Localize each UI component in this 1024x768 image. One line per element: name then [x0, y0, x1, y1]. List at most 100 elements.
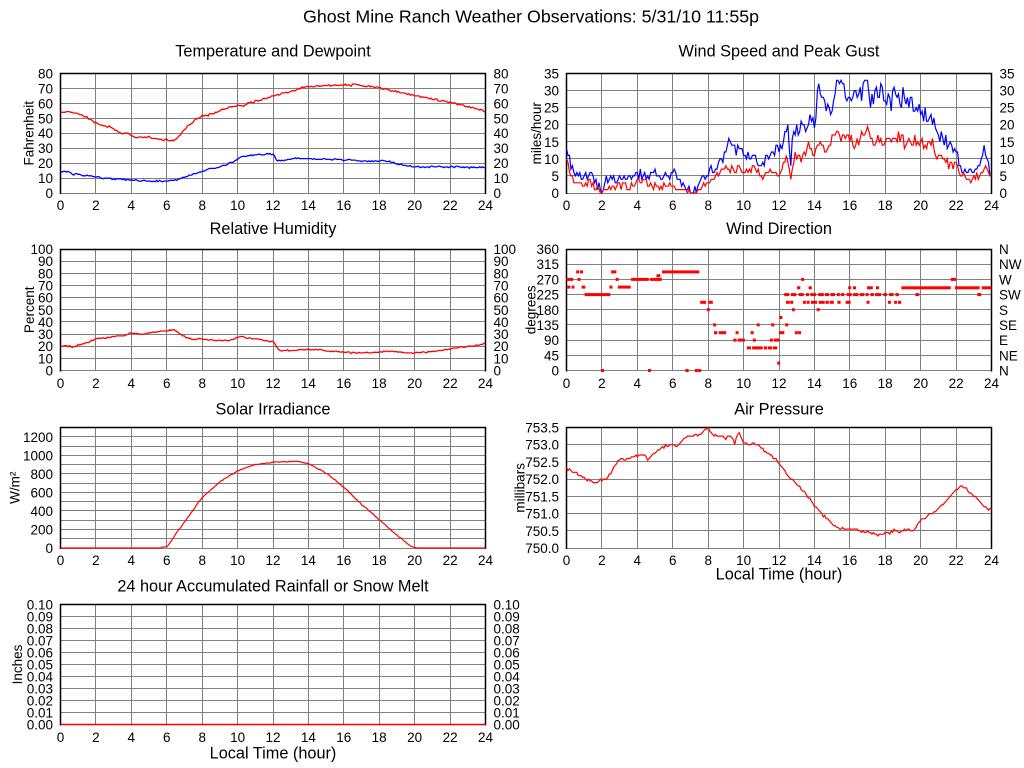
svg-text:Percent: Percent: [22, 286, 37, 333]
svg-text:degrees: degrees: [524, 285, 539, 334]
svg-text:0.04: 0.04: [27, 670, 54, 685]
svg-text:4: 4: [634, 198, 642, 213]
svg-text:80: 80: [494, 266, 509, 281]
svg-text:400: 400: [30, 504, 53, 519]
svg-text:8: 8: [198, 553, 206, 568]
svg-text:80: 80: [38, 266, 53, 281]
svg-text:22: 22: [443, 376, 458, 391]
svg-text:NW: NW: [999, 257, 1022, 272]
svg-text:30: 30: [38, 141, 53, 156]
svg-text:0.08: 0.08: [27, 622, 53, 637]
svg-text:90: 90: [38, 254, 53, 269]
svg-text:Fahrenheit: Fahrenheit: [22, 101, 37, 166]
svg-text:22: 22: [443, 730, 458, 745]
svg-text:0: 0: [563, 376, 571, 391]
svg-text:22: 22: [949, 198, 964, 213]
svg-text:20: 20: [407, 376, 422, 391]
svg-text:270: 270: [536, 272, 559, 287]
svg-text:18: 18: [372, 730, 387, 745]
svg-text:0: 0: [57, 376, 65, 391]
svg-text:24: 24: [478, 730, 494, 745]
svg-text:0.06: 0.06: [27, 646, 53, 661]
svg-text:10: 10: [736, 198, 751, 213]
svg-text:2: 2: [92, 198, 100, 213]
svg-text:360: 360: [536, 242, 559, 257]
svg-text:10: 10: [544, 152, 559, 167]
svg-text:10: 10: [494, 171, 509, 186]
svg-text:0.10: 0.10: [27, 598, 53, 613]
svg-text:1000: 1000: [23, 448, 53, 463]
svg-text:8: 8: [198, 730, 206, 745]
svg-text:80: 80: [38, 67, 53, 82]
svg-text:0: 0: [57, 198, 65, 213]
svg-text:N: N: [999, 364, 1009, 379]
svg-text:14: 14: [301, 730, 317, 745]
svg-text:10: 10: [38, 171, 53, 186]
svg-text:70: 70: [494, 278, 509, 293]
svg-text:600: 600: [30, 485, 53, 500]
svg-text:W/m²: W/m²: [8, 471, 23, 504]
svg-text:20: 20: [494, 339, 509, 354]
svg-text:Inches: Inches: [10, 644, 25, 684]
svg-text:16: 16: [842, 553, 857, 568]
svg-text:0: 0: [57, 553, 65, 568]
svg-text:0: 0: [57, 730, 65, 745]
svg-text:18: 18: [372, 376, 387, 391]
svg-text:16: 16: [336, 730, 351, 745]
svg-text:18: 18: [372, 198, 387, 213]
svg-text:24: 24: [984, 198, 1000, 213]
svg-text:12: 12: [771, 376, 786, 391]
svg-text:0: 0: [45, 364, 53, 379]
svg-text:SE: SE: [999, 318, 1017, 333]
svg-text:24: 24: [478, 553, 494, 568]
svg-text:25: 25: [1000, 101, 1015, 116]
svg-text:20: 20: [913, 376, 928, 391]
svg-text:6: 6: [163, 730, 171, 745]
svg-text:Temperature and Dewpoint: Temperature and Dewpoint: [175, 43, 371, 61]
svg-text:15: 15: [544, 135, 559, 150]
svg-text:18: 18: [878, 553, 893, 568]
svg-text:20: 20: [913, 198, 928, 213]
svg-text:0.05: 0.05: [494, 658, 520, 673]
svg-text:millibars: millibars: [513, 463, 528, 513]
svg-text:2: 2: [598, 376, 606, 391]
svg-text:60: 60: [494, 96, 509, 111]
svg-text:18: 18: [372, 553, 387, 568]
svg-text:0.09: 0.09: [494, 610, 520, 625]
svg-text:180: 180: [536, 303, 559, 318]
svg-text:60: 60: [38, 291, 53, 306]
svg-text:0.05: 0.05: [27, 658, 53, 673]
svg-text:30: 30: [1000, 84, 1015, 99]
svg-text:30: 30: [544, 84, 559, 99]
svg-text:24: 24: [984, 553, 1000, 568]
svg-text:16: 16: [336, 376, 351, 391]
svg-text:10: 10: [230, 376, 245, 391]
svg-text:14: 14: [807, 198, 823, 213]
svg-text:90: 90: [544, 333, 559, 348]
svg-text:20: 20: [407, 730, 422, 745]
svg-text:50: 50: [38, 303, 53, 318]
svg-text:0.03: 0.03: [494, 682, 520, 697]
svg-text:20: 20: [494, 156, 509, 171]
svg-text:200: 200: [30, 523, 53, 538]
svg-text:12: 12: [265, 730, 280, 745]
svg-text:16: 16: [842, 198, 857, 213]
svg-text:6: 6: [163, 198, 171, 213]
svg-text:15: 15: [1000, 135, 1015, 150]
svg-text:6: 6: [669, 198, 677, 213]
svg-text:Wind Direction: Wind Direction: [726, 220, 832, 238]
svg-text:30: 30: [494, 327, 509, 342]
svg-text:35: 35: [1000, 67, 1015, 82]
svg-text:751.0: 751.0: [525, 507, 559, 522]
svg-text:60: 60: [494, 291, 509, 306]
svg-text:0.01: 0.01: [494, 706, 520, 721]
svg-text:10: 10: [736, 376, 751, 391]
svg-text:10: 10: [736, 553, 751, 568]
svg-text:0: 0: [563, 553, 571, 568]
svg-text:SW: SW: [999, 288, 1021, 303]
svg-text:12: 12: [265, 376, 280, 391]
svg-text:8: 8: [704, 376, 712, 391]
svg-text:8: 8: [198, 376, 206, 391]
svg-text:6: 6: [669, 553, 677, 568]
svg-text:40: 40: [494, 126, 509, 141]
